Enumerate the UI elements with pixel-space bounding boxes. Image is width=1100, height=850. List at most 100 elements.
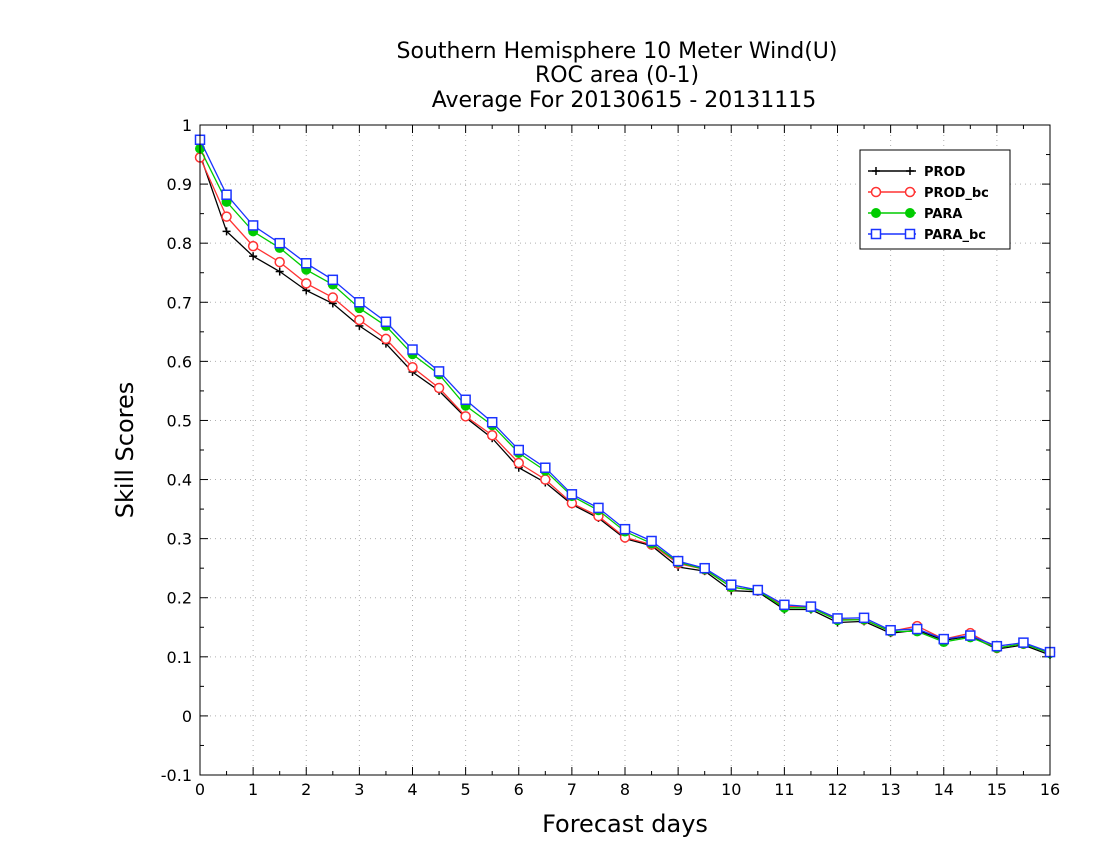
plot-frame <box>199 124 1051 776</box>
data-point-para-bc <box>965 630 976 641</box>
y-tick-label: 0 <box>182 707 192 726</box>
data-point-para-bc <box>513 444 524 456</box>
y-tick-label: 0.2 <box>167 589 192 608</box>
y-axis-label: Skill Scores <box>111 382 139 519</box>
data-point-para-bc <box>885 624 896 636</box>
y-tick-label: 0.9 <box>167 175 192 194</box>
x-tick-label: 7 <box>567 780 577 799</box>
x-tick-label: 13 <box>880 780 900 799</box>
legend-marker-para-bc <box>870 228 882 240</box>
x-axis-label: Forecast days <box>542 810 708 838</box>
data-point-para-bc <box>380 316 392 328</box>
x-tick-labels: 0 1 2 3 4 5 6 7 8 9 10 11 12 13 14 15 16 <box>195 780 1060 799</box>
x-tick-label: 5 <box>461 780 471 799</box>
legend-item-para: PARA <box>868 207 962 222</box>
data-point-para-bc <box>805 601 817 612</box>
series-para-bc <box>194 134 1056 658</box>
legend-marker-prod-bc <box>904 186 916 198</box>
title-line-2: ROC area (0-1) <box>535 63 699 88</box>
data-point-prod-bc <box>433 382 445 394</box>
data-point-prod-bc <box>513 457 524 469</box>
y-tick-labels: -0.1 0 0.1 0.2 0.3 0.4 0.5 0.6 0.7 0.8 0.9 1 <box>161 116 192 785</box>
legend-marker-para-bc <box>904 228 916 240</box>
x-tick-label: 15 <box>987 780 1007 799</box>
data-point-para-bc <box>832 613 843 624</box>
data-point-para-bc <box>593 502 604 514</box>
data-point-para-bc <box>486 416 498 428</box>
data-point-para-bc <box>460 394 471 406</box>
y-tick-label: 0.8 <box>167 234 192 253</box>
x-tick-label: 8 <box>620 780 630 799</box>
x-tick-label: 11 <box>774 780 794 799</box>
y-tick-label: 0.1 <box>167 648 192 667</box>
data-point-para-bc <box>911 623 923 635</box>
data-point-para-bc <box>1018 637 1029 648</box>
data-point-para-bc <box>858 612 870 624</box>
data-point-prod-bc <box>301 278 312 289</box>
legend-marker-para <box>871 208 881 218</box>
data-point-para-bc <box>752 584 764 596</box>
legend-item-para-bc: PARA_bc <box>868 228 986 243</box>
data-point-para-bc <box>726 579 737 590</box>
legend-label-para-bc: PARA_bc <box>924 228 986 243</box>
data-point-prod-bc <box>274 256 285 268</box>
data-point-prod-bc <box>354 314 365 326</box>
data-point-prod <box>249 252 258 261</box>
data-point-prod-bc <box>327 292 339 303</box>
y-tick-label: 1 <box>182 116 192 135</box>
legend-item-prod-bc: PROD_bc <box>868 186 989 201</box>
x-tick-label: 2 <box>301 780 311 799</box>
data-point-para-bc <box>779 599 790 611</box>
x-tick-label: 4 <box>407 780 417 799</box>
data-point-prod <box>222 227 231 236</box>
legend-label-prod-bc: PROD_bc <box>924 186 989 201</box>
title-line-3: Average For 20130615 - 20131115 <box>432 88 817 113</box>
legend-label-prod: PROD <box>924 165 966 180</box>
data-point-prod <box>275 267 284 276</box>
data-point-prod-bc <box>460 411 471 422</box>
x-tick-label: 3 <box>354 780 364 799</box>
data-point-para-bc <box>540 462 551 473</box>
data-point-para-bc <box>938 633 949 645</box>
x-tick-label: 14 <box>934 780 954 799</box>
data-point-para-bc <box>407 344 418 355</box>
data-point-para-bc <box>619 523 631 535</box>
data-point-para-bc <box>247 220 259 231</box>
y-tick-label: 0.6 <box>167 352 192 371</box>
data-point-para-bc <box>221 189 232 200</box>
legend-marker-prod <box>906 167 914 175</box>
x-tick-label: 10 <box>721 780 741 799</box>
title-line-1: Southern Hemisphere 10 Meter Wind(U) <box>397 39 838 64</box>
data-point-para-bc <box>274 237 285 249</box>
y-tick-label: 0.3 <box>167 530 192 549</box>
legend-marker-prod <box>872 167 880 175</box>
data-point-para-bc <box>699 562 710 574</box>
x-tick-label: 16 <box>1040 780 1060 799</box>
legend: PROD PROD_bc PARA PARA_bc <box>859 149 1011 250</box>
legend-marker-para <box>905 208 915 218</box>
data-point-para-bc <box>646 535 657 547</box>
data-point-prod-bc <box>486 429 498 441</box>
x-tick-label: 9 <box>673 780 683 799</box>
data-point-para-bc <box>566 489 578 500</box>
legend-box <box>859 149 1011 250</box>
chart-title: Southern Hemisphere 10 Meter Wind(U) ROC… <box>397 39 838 113</box>
x-tick-label: 0 <box>195 780 205 799</box>
data-point-prod-bc <box>247 240 259 252</box>
data-point-para-bc <box>672 555 684 567</box>
y-tick-label: -0.1 <box>161 766 192 785</box>
y-tick-label: 0.5 <box>167 411 192 430</box>
data-point-para-bc <box>327 274 339 286</box>
legend-label-para: PARA <box>924 207 962 222</box>
data-series <box>194 134 1056 660</box>
y-tick-label: 0.4 <box>167 471 192 490</box>
y-tick-label: 0.7 <box>167 293 192 312</box>
data-point-prod-bc <box>407 362 418 373</box>
data-point-prod-bc <box>540 474 551 485</box>
data-point-prod-bc <box>221 211 232 222</box>
x-tick-label: 12 <box>827 780 847 799</box>
legend-item-prod: PROD <box>868 165 966 180</box>
x-tick-label: 1 <box>248 780 258 799</box>
data-point-para-bc <box>991 640 1003 652</box>
